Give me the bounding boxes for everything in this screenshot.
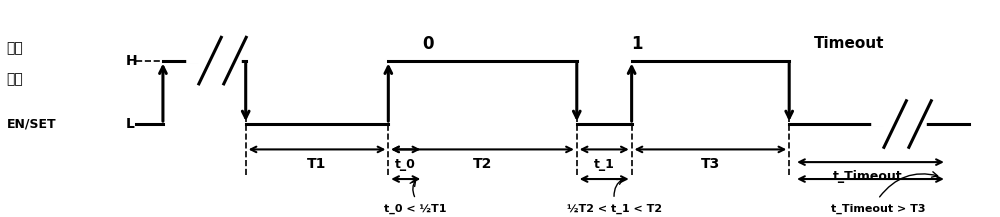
Text: H: H [126,54,138,68]
Text: t_1: t_1 [594,158,615,171]
Text: t_0 < ½T1: t_0 < ½T1 [384,203,447,214]
Text: 讯号: 讯号 [6,73,23,87]
Text: T2: T2 [473,157,492,171]
Text: 1: 1 [631,35,642,53]
Text: 传输: 传输 [6,41,23,55]
Text: 0: 0 [422,35,434,53]
Text: t_0: t_0 [395,158,416,171]
Text: L: L [126,117,135,131]
Text: EN/SET: EN/SET [6,118,56,131]
Text: Timeout: Timeout [814,36,884,51]
Text: T3: T3 [701,157,720,171]
Text: ½T2 < t_1 < T2: ½T2 < t_1 < T2 [567,203,662,214]
Text: T1: T1 [307,157,327,171]
Text: t_Timeout > T3: t_Timeout > T3 [831,203,925,214]
Text: t_Timeout: t_Timeout [833,170,903,183]
